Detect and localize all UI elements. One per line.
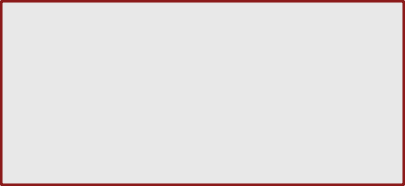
- Text: 3w: 3w: [47, 134, 63, 143]
- Text: 5w: 5w: [47, 78, 63, 87]
- Text: 5/25: 5/25: [181, 29, 197, 37]
- Bar: [143, 131, 241, 145]
- Text: 3: 3: [17, 104, 25, 117]
- Text: 7/6: 7/6: [378, 29, 390, 37]
- Bar: [7, 41, 400, 69]
- Bar: [332, 103, 399, 118]
- Text: 5/4: 5/4: [85, 29, 97, 37]
- Text: Jun 2008: Jun 2008: [249, 9, 290, 18]
- Bar: [158, 76, 304, 90]
- Text: May 2008: May 2008: [117, 9, 163, 18]
- Bar: [7, 97, 400, 124]
- Text: 2w: 2w: [47, 106, 63, 115]
- Text: 5: 5: [17, 160, 25, 173]
- Bar: [7, 3, 400, 41]
- Bar: [7, 124, 400, 152]
- Text: ID: ID: [15, 17, 27, 26]
- Text: 6/29: 6/29: [343, 29, 359, 37]
- Bar: [7, 69, 400, 97]
- Text: 6/8: 6/8: [248, 29, 260, 37]
- Text: 6/1: 6/1: [215, 29, 227, 37]
- Text: 3w: 3w: [47, 50, 63, 59]
- Bar: [77, 48, 158, 62]
- Text: 1: 1: [17, 48, 25, 61]
- Text: 6/22: 6/22: [311, 29, 327, 37]
- Text: 2: 2: [17, 76, 25, 89]
- Text: Jul 2008: Jul 2008: [348, 9, 386, 18]
- Bar: [239, 159, 304, 173]
- Text: 5/18: 5/18: [148, 29, 164, 37]
- Bar: [7, 152, 400, 180]
- Text: Duration: Duration: [32, 17, 78, 26]
- Text: 6/15: 6/15: [278, 29, 294, 37]
- Text: 4: 4: [17, 132, 25, 145]
- Text: 2w: 2w: [47, 162, 63, 171]
- Text: 5/11: 5/11: [116, 29, 132, 37]
